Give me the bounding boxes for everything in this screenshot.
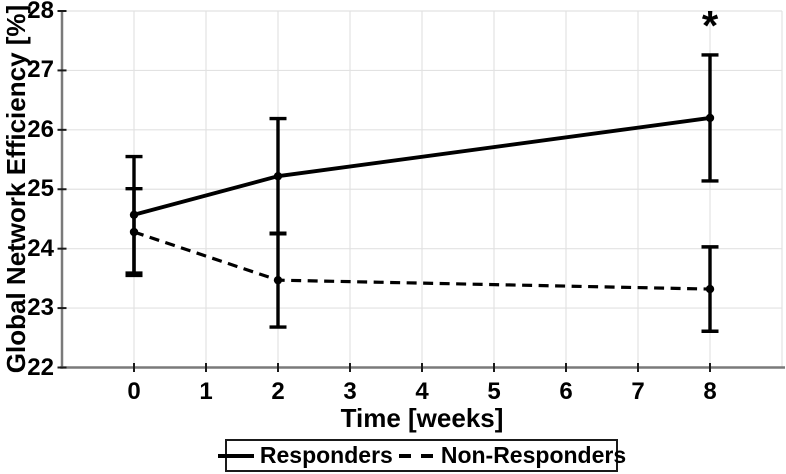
data-point-marker — [705, 284, 715, 294]
x-tick-label: 2 — [271, 378, 285, 405]
x-tick-label: 6 — [559, 378, 573, 405]
data-point-marker — [129, 210, 139, 219]
y-tick-label: 28 — [27, 0, 54, 24]
y-tick-label: 24 — [27, 234, 54, 262]
data-point-marker — [273, 275, 283, 285]
x-tick-label: 7 — [631, 378, 645, 405]
y-tick-label: 22 — [27, 353, 54, 381]
legend-label-responders: Responders — [259, 442, 393, 468]
y-tick-label: 25 — [27, 175, 54, 203]
data-point-marker — [273, 171, 283, 181]
legend-solid-line-swatch — [217, 452, 255, 460]
x-tick-label: 4 — [415, 378, 429, 405]
legend-label-non-responders: Non-Responders — [440, 442, 627, 468]
data-point-marker — [705, 113, 715, 123]
y-tick-label: 26 — [27, 115, 54, 143]
x-axis-label: Time [weeks] — [340, 403, 504, 433]
tick-marks — [57, 10, 711, 372]
data-markers — [129, 113, 715, 294]
legend: Responders Non-Responders — [217, 439, 626, 472]
x-tick-label: 1 — [199, 378, 213, 405]
y-tick-label: 27 — [27, 56, 54, 84]
x-tick-label: 0 — [127, 378, 141, 405]
y-tick-label: 23 — [27, 294, 54, 322]
x-tick-label: 5 — [487, 378, 501, 405]
legend-dashed-line-swatch — [398, 452, 436, 460]
gridlines — [62, 10, 783, 369]
significance-asterisk: * — [701, 2, 719, 49]
data-point-marker — [129, 227, 139, 237]
x-tick-label: 3 — [343, 378, 357, 405]
x-tick-label: 8 — [703, 378, 717, 405]
